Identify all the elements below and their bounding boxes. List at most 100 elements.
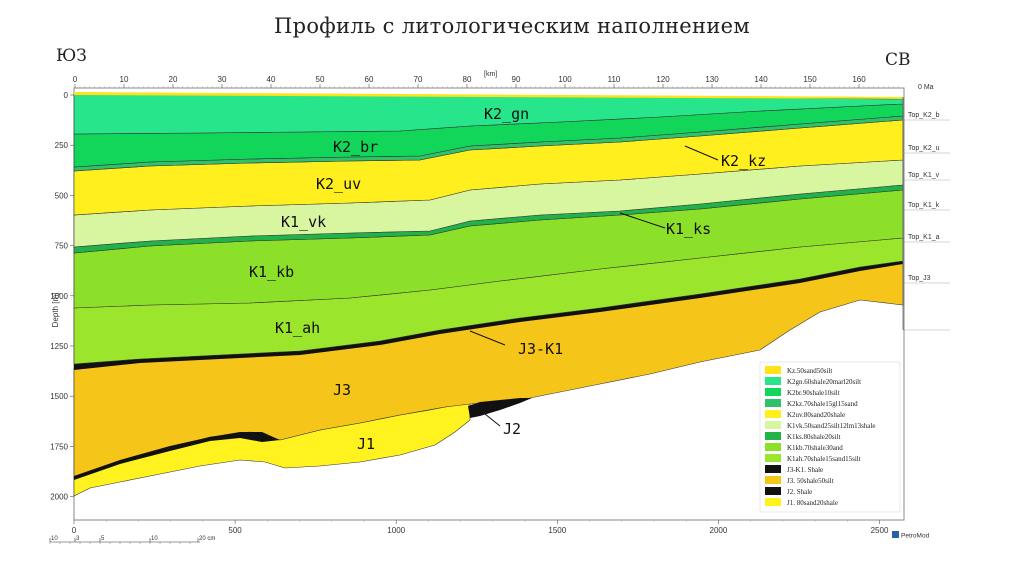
label-k1kb: K1_kb bbox=[249, 263, 294, 281]
legend-label: J2. Shale bbox=[787, 488, 812, 496]
depth-tick-label: 250 bbox=[55, 141, 69, 150]
depth-tick-label: 1500 bbox=[50, 392, 68, 401]
legend: Kz.50sand50silt K2gn.60shale20marl20silt K… bbox=[765, 366, 875, 507]
label-k2kz: K2_kz bbox=[721, 152, 766, 170]
top-tick-label: 130 bbox=[705, 75, 719, 84]
label-j2: J2 bbox=[503, 420, 521, 438]
label-k2br: K2_br bbox=[333, 138, 378, 156]
top-marker-label: Top_K1_v bbox=[908, 172, 940, 179]
bottom-tick-label: 500 bbox=[228, 526, 242, 535]
legend-label: K1ah.70shale15sand15silt bbox=[787, 455, 861, 463]
brand-label: PetroMod bbox=[901, 533, 930, 540]
depth-tick-label: 500 bbox=[55, 191, 69, 200]
legend-swatch bbox=[765, 443, 781, 451]
depth-tick-label: 0 bbox=[64, 91, 69, 100]
depth-axis: 0 250 500 750 1000 1250 1500 1750 2000 bbox=[50, 91, 74, 502]
legend-swatch bbox=[765, 366, 781, 374]
scale-bar-label: 3 bbox=[76, 536, 80, 542]
legend-label: K2uv.80sand20shale bbox=[787, 411, 845, 419]
legend-swatch bbox=[765, 421, 781, 429]
legend-swatch bbox=[765, 454, 781, 462]
top-km-axis: 0 10 20 30 40 50 60 70 80 90 100 110 120 130 140 150 160 bbox=[73, 75, 904, 89]
top-tick-label: 160 bbox=[852, 75, 866, 84]
age-label: 0 Ma bbox=[918, 84, 934, 91]
top-tick-label: 20 bbox=[169, 75, 178, 84]
corner-label-ne: СВ bbox=[885, 50, 911, 70]
top-tick-label: 120 bbox=[656, 75, 670, 84]
leader-k2kz bbox=[684, 145, 719, 161]
top-tick-label: 30 bbox=[218, 75, 227, 84]
label-j3: J3 bbox=[333, 381, 351, 399]
legend-swatch bbox=[765, 465, 781, 473]
top-tick-label: 40 bbox=[267, 75, 276, 84]
top-marker-label: Top_K1_k bbox=[908, 202, 940, 209]
legend-swatch bbox=[765, 410, 781, 418]
legend-label: Kz.50sand50silt bbox=[787, 367, 832, 375]
legend-swatch bbox=[765, 388, 781, 396]
top-tick-label: 150 bbox=[803, 75, 817, 84]
bottom-tick-label: 2000 bbox=[710, 526, 728, 535]
label-k2gn: K2_gn bbox=[484, 105, 529, 123]
scale-bar-label: 20 cm bbox=[199, 536, 215, 542]
legend-label: K1kb.70shale30and bbox=[787, 444, 843, 452]
label-j1: J1 bbox=[357, 435, 375, 453]
bottom-tick-label: 1000 bbox=[387, 526, 405, 535]
legend-label: K2kz.70shale15gl15sand bbox=[787, 400, 858, 408]
bottom-tick-label: 2500 bbox=[871, 526, 889, 535]
label-k1vk: K1_vk bbox=[281, 213, 326, 231]
legend-label: K1ks.80shale20silt bbox=[787, 433, 841, 441]
leader-j2 bbox=[479, 409, 501, 427]
legend-label: K2gn.60shale20marl20silt bbox=[787, 378, 861, 386]
label-k1ks: K1_ks bbox=[666, 220, 711, 238]
legend-label: K1vk.50sand25silt12lm13shale bbox=[787, 422, 875, 430]
top-tick-label: 100 bbox=[558, 75, 572, 84]
top-tick-label: 0 bbox=[73, 75, 78, 84]
legend-swatch bbox=[765, 487, 781, 495]
top-marker-label: Top_K2_u bbox=[908, 145, 940, 152]
depth-tick-label: 1250 bbox=[50, 342, 68, 351]
label-k2uv: K2_uv bbox=[316, 175, 361, 193]
legend-label: J3-K1. Shale bbox=[787, 466, 823, 474]
depth-tick-label: 1000 bbox=[50, 292, 68, 301]
label-k1ah: K1_ah bbox=[275, 319, 320, 337]
top-marker-label: Top_K1_a bbox=[908, 234, 940, 241]
leader-j3k1 bbox=[469, 330, 506, 346]
top-axis-unit: [km] bbox=[484, 71, 497, 78]
legend-swatch bbox=[765, 377, 781, 385]
legend-box bbox=[759, 361, 901, 513]
top-tick-label: 50 bbox=[316, 75, 325, 84]
top-tick-label: 60 bbox=[365, 75, 374, 84]
legend-label: K2br.90shale10silt bbox=[787, 389, 840, 397]
depth-axis-label: Depth [m] bbox=[51, 293, 60, 328]
legend-swatch bbox=[765, 432, 781, 440]
top-tick-label: 70 bbox=[414, 75, 423, 84]
scale-bar-label: 10 bbox=[51, 536, 58, 542]
top-tick-label: 10 bbox=[120, 75, 129, 84]
legend-swatch bbox=[765, 476, 781, 484]
legend-swatch bbox=[765, 498, 781, 506]
top-marker-label: Top_K2_b bbox=[908, 112, 940, 119]
scale-bar-label: 10 bbox=[151, 536, 158, 542]
corner-label-sw: ЮЗ bbox=[56, 46, 87, 66]
top-tick-label: 110 bbox=[608, 75, 621, 84]
top-tick-label: 80 bbox=[463, 75, 472, 84]
depth-tick-label: 1750 bbox=[50, 442, 68, 451]
scale-bar-label: 5 bbox=[101, 536, 105, 542]
bottom-distance-axis: 0500100015002000250030003500400045005000 bbox=[72, 520, 889, 535]
slide-title: Профиль с литологическим наполнением bbox=[274, 14, 750, 38]
layer-kz bbox=[74, 92, 903, 99]
depth-tick-label: 750 bbox=[55, 242, 69, 251]
petromod-logo-icon bbox=[892, 531, 899, 538]
top-tick-label: 140 bbox=[754, 75, 768, 84]
layer-j3k1-top bbox=[74, 261, 903, 370]
legend-label: J1. 80sand20shale bbox=[787, 499, 838, 507]
top-marker-label: Top_J3 bbox=[908, 275, 931, 282]
right-tops-panel: Top_K2_b Top_K2_u Top_K1_v Top_K1_k Top_K1_a… bbox=[903, 112, 950, 331]
label-j3k1: J3-K1 bbox=[518, 340, 563, 358]
leader-k1ks bbox=[619, 212, 666, 229]
depth-tick-label: 2000 bbox=[50, 493, 68, 502]
bottom-tick-label: 0 bbox=[72, 526, 77, 535]
bottom-tick-label: 1500 bbox=[548, 526, 566, 535]
